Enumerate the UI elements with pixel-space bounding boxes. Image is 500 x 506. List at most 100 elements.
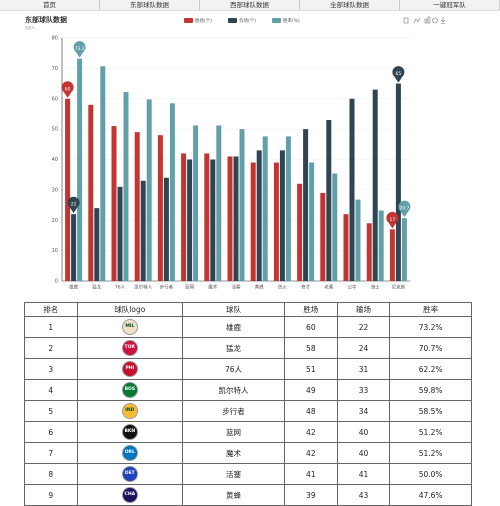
rank-cell: 4: [24, 379, 78, 401]
rank-cell: 7: [24, 442, 78, 464]
losses-cell: 40: [336, 421, 391, 443]
rank-cell: 3: [24, 358, 78, 380]
team-cell: 篮网: [182, 421, 285, 443]
nav-tab[interactable]: 全部球队数据: [300, 0, 400, 10]
x-tick-label: 老鹰: [324, 284, 333, 291]
bar: [65, 98, 71, 281]
table-row: 9 CHA 黄蜂 39 43 47.6%: [24, 484, 472, 506]
wins-cell: 51: [284, 358, 338, 380]
x-tick-label: 篮网: [185, 284, 194, 291]
losses-cell: 31: [336, 358, 391, 380]
wins-cell: 60: [284, 316, 338, 338]
x-tick-label: 猛龙: [92, 284, 101, 291]
bar: [256, 150, 262, 281]
legend-label: 负场(个): [239, 17, 256, 24]
chart-title: 东部球队数据: [25, 15, 67, 24]
bar: [94, 208, 100, 281]
table-header: 胜场: [284, 302, 338, 317]
x-tick-label: 骑士: [371, 284, 380, 291]
legend-swatch: [184, 18, 193, 23]
team-cell: 76人: [182, 358, 285, 380]
table-header: 球队logo: [76, 302, 184, 317]
mark-point: [398, 200, 411, 218]
table-header: 胜率: [389, 302, 472, 317]
bar: [169, 103, 175, 282]
logo-cell: BOS: [76, 379, 184, 401]
y-tick-label: 50: [52, 127, 58, 133]
table-row: 7 ORL 魔术 42 40 51.2%: [24, 442, 472, 464]
wins-cell: 39: [284, 484, 338, 506]
table-row: 5 IND 步行者 48 34 58.5%: [24, 400, 472, 422]
bar: [343, 214, 349, 281]
rank-cell: 1: [24, 316, 78, 338]
nav-tab[interactable]: 首页: [0, 0, 100, 10]
team-cell: 魔术: [182, 442, 285, 464]
nav-tab[interactable]: 一键冠军队: [400, 0, 500, 10]
toolbox[interactable]: [403, 16, 446, 24]
team-logo: BOS: [121, 382, 138, 398]
bar: [355, 199, 361, 281]
logo-cell: BKN: [76, 421, 184, 443]
legend-label: 胜率(%): [283, 17, 300, 24]
bar: [326, 120, 332, 281]
y-tick-label: 70: [52, 66, 58, 72]
x-tick-label: 凯尔特人: [134, 284, 152, 291]
x-tick-label: 活塞: [232, 284, 241, 291]
bar: [279, 150, 285, 281]
mark-point: [61, 81, 74, 98]
team-logo: ORL: [121, 445, 138, 461]
rate-cell: 47.6%: [389, 484, 472, 506]
bar: [100, 66, 106, 281]
mark-point: [73, 41, 86, 58]
bar: [163, 177, 169, 281]
bar: [123, 92, 129, 281]
bar: [366, 223, 372, 281]
team-logo: PHI: [121, 361, 138, 377]
bar: [193, 125, 199, 281]
team-logo: TOR: [121, 340, 138, 356]
team-cell: 凯尔特人: [182, 379, 285, 401]
chart: 东部球队数据 NBA 0 10 20 30 40 50 60 70 80 胜场(个) 负场(个) 胜率…: [25, 15, 446, 291]
table-row: 4 BOS 凯尔特人 49 33 59.8%: [24, 379, 472, 401]
table-header: 排名: [24, 302, 78, 317]
bar: [378, 210, 384, 281]
y-tick-label: 40: [52, 157, 58, 163]
nav-tab[interactable]: 西部球队数据: [200, 0, 300, 10]
bar: [204, 153, 210, 281]
bar: [111, 126, 117, 282]
x-tick-label: 奇才: [301, 284, 310, 291]
x-tick-label: 雄鹿: [69, 284, 78, 291]
bar: [134, 132, 140, 281]
logo-cell: PHI: [76, 358, 184, 380]
y-tick-label: 80: [52, 36, 58, 42]
rate-cell: 70.7%: [389, 337, 472, 359]
rate-cell: 62.2%: [389, 358, 472, 380]
bar: [233, 156, 239, 281]
losses-cell: 33: [336, 379, 391, 401]
mark-point-label: 60: [65, 86, 71, 92]
bar: [77, 58, 83, 281]
mark-point-label: 73.2: [75, 46, 85, 52]
losses-cell: 22: [336, 316, 391, 338]
x-tick-label: 魔术: [208, 284, 217, 291]
y-tick-label: 20: [52, 218, 58, 224]
wins-cell: 42: [284, 421, 338, 443]
team-logo: MIL: [121, 319, 138, 335]
rate-cell: 58.5%: [389, 400, 472, 422]
legend-swatch: [272, 18, 281, 23]
rank-cell: 9: [24, 484, 78, 506]
bar: [227, 156, 233, 281]
bar: [309, 162, 315, 281]
bar: [71, 214, 77, 281]
bar: [239, 129, 245, 281]
bar: [401, 218, 407, 281]
team-logo: CHA: [121, 487, 138, 503]
wins-cell: 41: [284, 463, 338, 485]
nav-tab[interactable]: 东部球队数据: [100, 0, 200, 10]
table-row: 8 DET 活塞 41 41 50.0%: [24, 463, 472, 485]
chart-subtitle: NBA: [25, 26, 35, 32]
bar: [262, 136, 268, 281]
logo-cell: IND: [76, 400, 184, 422]
rank-cell: 6: [24, 421, 78, 443]
bar: [320, 192, 326, 281]
